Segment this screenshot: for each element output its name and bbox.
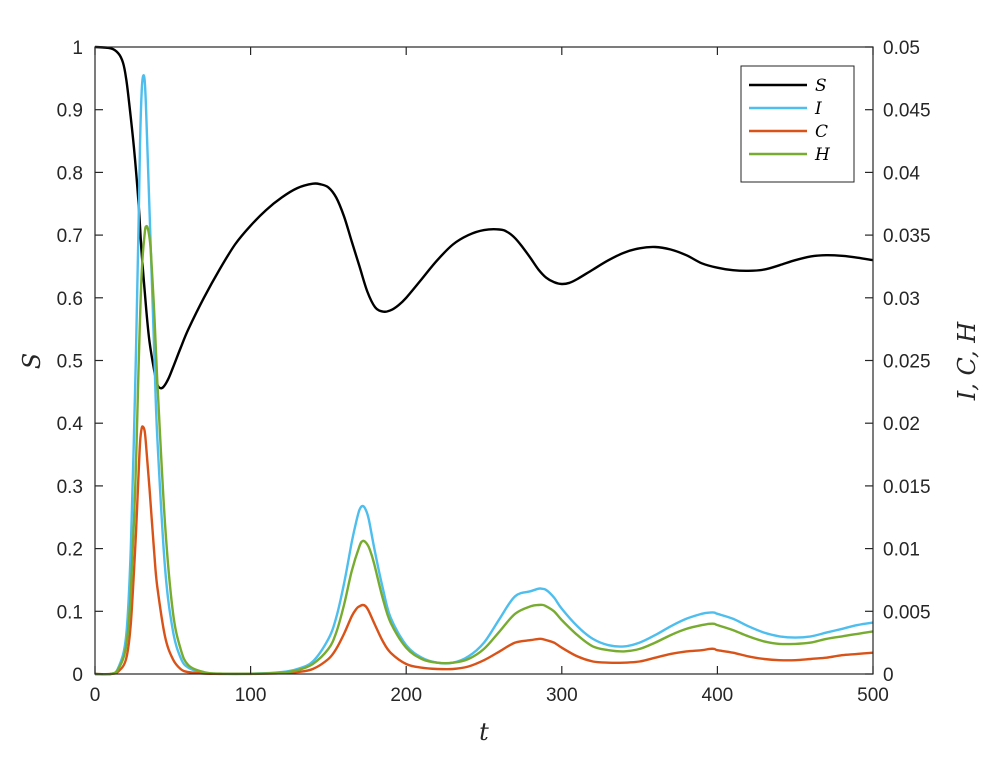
series-line-h: [94, 224, 874, 676]
y-left-tick-label: 0.9: [57, 101, 83, 122]
y-left-tick-label: 0: [72, 665, 83, 686]
y-left-tick-label: 0.2: [57, 540, 83, 561]
x-tick-label: 300: [546, 685, 578, 706]
y-right-tick-label: 0.05: [883, 38, 920, 59]
y-right-axis-label: I, C, H: [953, 321, 981, 402]
y-right-tick-label: 0: [883, 665, 894, 686]
series-line-c: [94, 425, 874, 676]
x-tick-label: 500: [857, 685, 889, 706]
x-tick-label: 200: [390, 685, 422, 706]
y-right-tick-label: 0.01: [883, 540, 920, 561]
y-left-tick-label: 1: [72, 38, 83, 59]
y-right-tick-label: 0.005: [883, 602, 931, 623]
y-right-tick-label: 0.015: [883, 477, 931, 498]
legend-label-s: S: [815, 76, 827, 96]
legend-label-h: H: [814, 145, 831, 165]
x-axis-label: t: [479, 718, 489, 746]
y-left-tick-label: 0.8: [57, 163, 83, 184]
y-right-tick-label: 0.025: [883, 352, 931, 373]
y-left-tick-label: 0.4: [57, 414, 84, 435]
legend-box: [740, 65, 855, 183]
legend-label-c: C: [815, 122, 828, 142]
series-line-i: [94, 74, 874, 676]
x-tick-label: 100: [235, 685, 267, 706]
axes-layer: 0 100 200 300 400 50000.10.20.30.40.50.60.70.…: [57, 38, 931, 706]
y-right-tick-label: 0.03: [883, 289, 920, 310]
x-tick-label: 400: [702, 685, 734, 706]
y-right-tick-label: 0.04: [883, 163, 920, 184]
y-left-tick-label: 0.7: [57, 226, 83, 247]
y-left-tick-label: 0.3: [57, 477, 83, 498]
y-left-axis-label: S: [18, 353, 46, 369]
y-left-tick-label: 0.6: [57, 289, 83, 310]
y-right-tick-label: 0.035: [883, 226, 931, 247]
y-right-tick-label: 0.02: [883, 414, 920, 435]
series-layer: [94, 45, 874, 676]
legend-label-i: I: [814, 99, 822, 119]
y-left-tick-label: 0.5: [57, 352, 83, 373]
y-right-tick-label: 0.045: [883, 101, 931, 122]
y-left-tick-label: 0.1: [57, 602, 83, 623]
x-tick-label: 0: [90, 685, 101, 706]
